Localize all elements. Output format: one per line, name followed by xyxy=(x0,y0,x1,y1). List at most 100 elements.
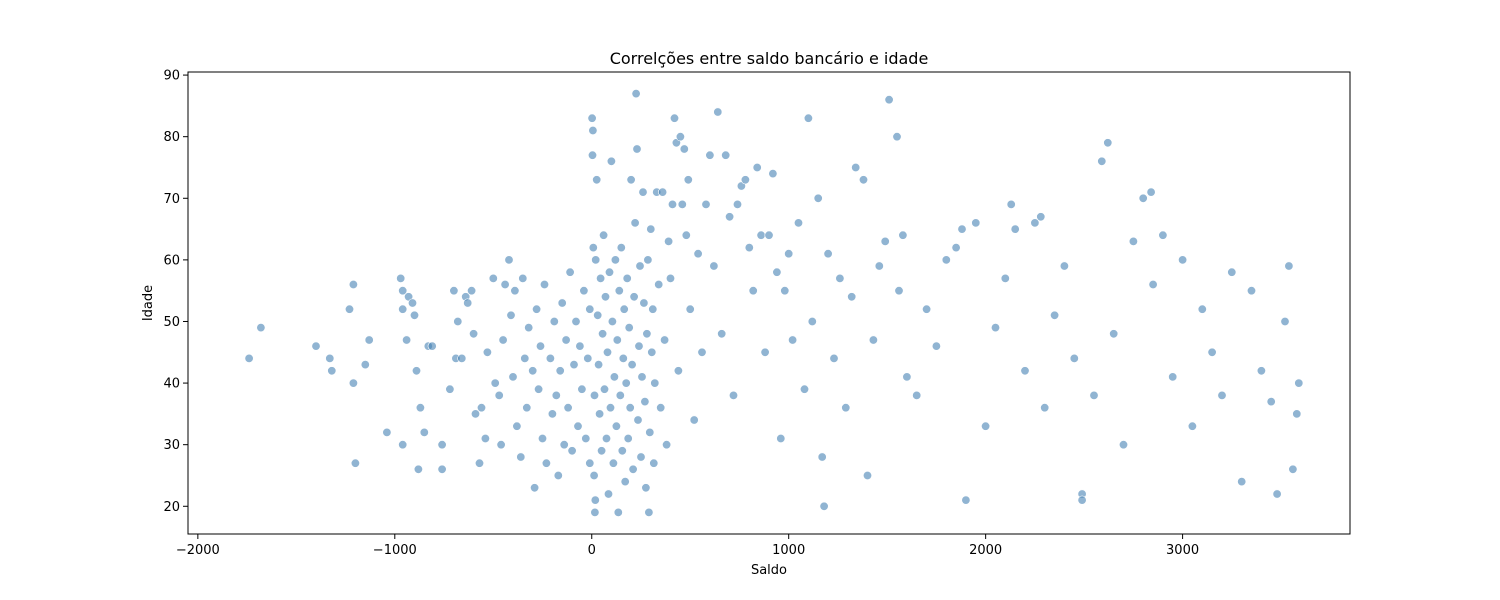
data-point xyxy=(382,427,392,437)
data-point xyxy=(748,286,758,296)
data-point xyxy=(807,316,817,326)
data-point xyxy=(327,366,337,376)
data-point xyxy=(561,335,571,345)
plot-frame xyxy=(187,71,1351,535)
data-point xyxy=(709,261,719,271)
data-point xyxy=(589,470,599,480)
data-point xyxy=(675,132,685,142)
data-point xyxy=(1217,390,1227,400)
data-points xyxy=(244,89,1304,517)
y-tick-label: 80 xyxy=(163,130,180,145)
data-point xyxy=(721,150,731,160)
x-axis-ticks: −2000 −1000 0 1000 2000 3000 xyxy=(176,534,1199,558)
data-point xyxy=(902,372,912,382)
data-point xyxy=(590,507,600,517)
data-point xyxy=(1280,316,1290,326)
data-point xyxy=(835,273,845,283)
data-point xyxy=(625,403,635,413)
data-point xyxy=(325,353,335,363)
data-point xyxy=(1040,403,1050,413)
data-point xyxy=(581,433,591,443)
y-tick-label: 50 xyxy=(163,315,180,330)
data-point xyxy=(630,218,640,228)
data-point xyxy=(605,403,615,413)
data-point xyxy=(847,292,857,302)
data-point xyxy=(717,329,727,339)
data-point xyxy=(516,452,526,462)
data-point xyxy=(480,433,490,443)
data-point xyxy=(884,95,894,105)
data-point xyxy=(344,304,354,314)
data-point xyxy=(990,323,1000,333)
data-point xyxy=(567,446,577,456)
data-point xyxy=(772,267,782,277)
data-point xyxy=(600,292,610,302)
y-axis-ticks: 20 30 40 50 60 70 80 90 xyxy=(163,69,188,515)
data-point xyxy=(620,477,630,487)
data-point xyxy=(756,230,766,240)
data-point xyxy=(396,273,406,283)
data-point xyxy=(732,199,742,209)
data-point xyxy=(658,187,668,197)
data-point xyxy=(573,421,583,431)
data-point xyxy=(510,286,520,296)
data-point xyxy=(597,446,607,456)
data-point xyxy=(508,372,518,382)
data-point xyxy=(555,366,565,376)
data-point xyxy=(644,507,654,517)
data-point xyxy=(689,415,699,425)
data-point xyxy=(981,421,991,431)
data-point xyxy=(618,353,628,363)
data-point xyxy=(681,230,691,240)
data-point xyxy=(788,335,798,345)
data-point xyxy=(617,446,627,456)
y-tick-label: 30 xyxy=(163,438,180,453)
data-point xyxy=(488,273,498,283)
data-point xyxy=(640,397,650,407)
data-point xyxy=(539,279,549,289)
y-tick-label: 40 xyxy=(163,377,180,392)
data-point xyxy=(683,175,693,185)
data-point xyxy=(823,249,833,259)
data-point xyxy=(648,304,658,314)
data-point xyxy=(500,279,510,289)
data-point xyxy=(599,230,609,240)
data-point xyxy=(638,187,648,197)
data-point xyxy=(1069,353,1079,363)
y-tick-label: 60 xyxy=(163,253,180,268)
data-point xyxy=(610,255,620,265)
data-point xyxy=(626,175,636,185)
data-point xyxy=(642,329,652,339)
data-point xyxy=(632,144,642,154)
data-point xyxy=(679,144,689,154)
data-point xyxy=(256,323,266,333)
data-point xyxy=(931,341,941,351)
data-point xyxy=(880,236,890,246)
data-point xyxy=(768,169,778,179)
data-point xyxy=(1036,212,1046,222)
data-point xyxy=(1284,261,1294,271)
y-tick-label: 90 xyxy=(163,69,180,84)
data-point xyxy=(650,378,660,388)
data-point xyxy=(623,433,633,443)
data-point xyxy=(360,360,370,370)
data-point xyxy=(593,310,603,320)
x-tick-label: 0 xyxy=(588,543,596,558)
data-point xyxy=(590,495,600,505)
data-point xyxy=(537,433,547,443)
data-point xyxy=(244,353,254,363)
data-point xyxy=(1266,397,1276,407)
data-point xyxy=(829,353,839,363)
data-point xyxy=(713,107,723,117)
data-point xyxy=(607,316,617,326)
data-point xyxy=(858,175,868,185)
data-point xyxy=(662,440,672,450)
data-point xyxy=(1187,421,1197,431)
data-point xyxy=(654,279,664,289)
data-point xyxy=(660,335,670,345)
data-point xyxy=(614,286,624,296)
data-point xyxy=(621,378,631,388)
data-point xyxy=(1077,495,1087,505)
data-point xyxy=(634,341,644,351)
data-point xyxy=(587,113,597,123)
